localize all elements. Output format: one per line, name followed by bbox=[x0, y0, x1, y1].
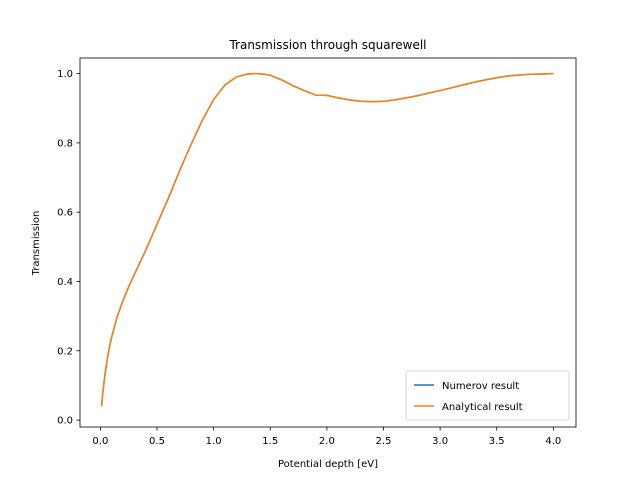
x-tick-label: 3.5 bbox=[489, 436, 505, 447]
x-tick-label: 4.0 bbox=[545, 436, 561, 447]
legend-label-1: Analytical result bbox=[442, 402, 523, 413]
x-axis-label: Potential depth [eV] bbox=[278, 459, 378, 470]
chart-title: Transmission through squarewell bbox=[228, 38, 426, 52]
y-tick-label: 0.0 bbox=[57, 416, 73, 427]
y-tick-label: 0.2 bbox=[57, 346, 73, 357]
x-tick-label: 1.5 bbox=[262, 436, 278, 447]
legend-box bbox=[405, 370, 570, 421]
x-tick-label: 1.0 bbox=[206, 436, 222, 447]
x-tick-label: 0.0 bbox=[92, 436, 108, 447]
y-axis-label: Transmission bbox=[31, 211, 42, 277]
x-tick-label: 3.0 bbox=[432, 436, 448, 447]
y-tick-label: 0.4 bbox=[57, 277, 73, 288]
x-tick-label: 2.0 bbox=[319, 436, 335, 447]
x-tick-label: 0.5 bbox=[149, 436, 165, 447]
ticks-layer: 0.0 0.5 1.0 1.5 2.0 2.5 3.0 3.5 4.0 0.0 0.2 0.4 0.6 0… bbox=[57, 69, 561, 447]
y-tick-label: 0.6 bbox=[57, 208, 73, 219]
plot-layer bbox=[100, 72, 554, 407]
x-tick-label: 2.5 bbox=[376, 436, 392, 447]
y-tick-label: 0.8 bbox=[57, 138, 73, 149]
series-line-1 bbox=[100, 72, 554, 407]
plot-frame bbox=[79, 57, 577, 428]
legend: Numerov result Analytical result bbox=[405, 370, 570, 421]
legend-label-0: Numerov result bbox=[442, 381, 519, 392]
y-tick-label: 1.0 bbox=[57, 69, 73, 80]
